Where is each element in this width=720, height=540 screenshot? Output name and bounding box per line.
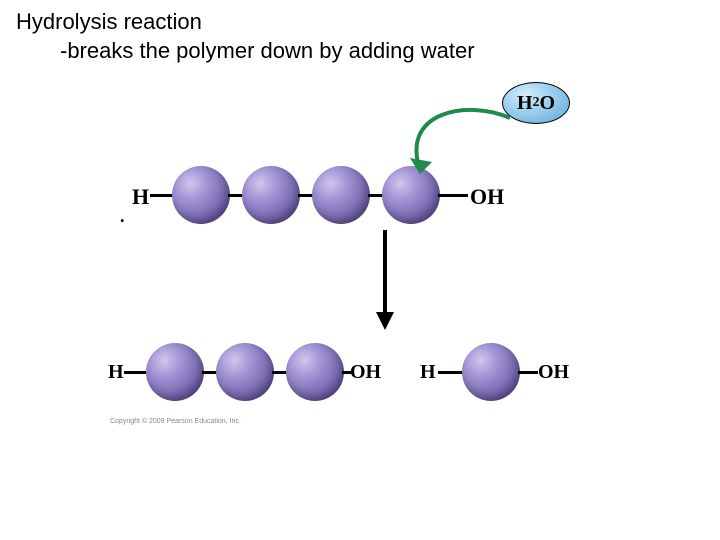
br-oh-label: OH	[538, 361, 569, 384]
top-bond-0	[150, 194, 172, 197]
top-monomer-1	[242, 166, 300, 224]
diagram-canvas: H2O H OH H OH H OH . Copyright © 2009 Pe…	[110, 80, 610, 460]
bl-bond-0	[124, 371, 146, 374]
bl-oh-label: OH	[350, 361, 381, 384]
water-sub: 2	[533, 95, 540, 111]
bl-monomer-2	[286, 343, 344, 401]
top-monomer-2	[312, 166, 370, 224]
copyright-text: Copyright © 2009 Pearson Education, Inc.	[110, 418, 241, 425]
br-monomer-0	[462, 343, 520, 401]
water-o: O	[540, 92, 556, 115]
br-h-label: H	[420, 361, 436, 384]
br-bond-1	[518, 371, 538, 374]
down-arrow-head	[376, 312, 394, 330]
title-line2: -breaks the polymer down by adding water	[16, 37, 475, 66]
bl-monomer-0	[146, 343, 204, 401]
bl-monomer-1	[216, 343, 274, 401]
dot-marker: .	[120, 206, 125, 227]
bl-h-label: H	[108, 361, 124, 384]
water-molecule: H2O	[502, 82, 570, 124]
top-h-label: H	[132, 184, 149, 210]
br-bond-0	[438, 371, 462, 374]
water-h: H	[517, 92, 533, 115]
top-monomer-0	[172, 166, 230, 224]
title-block: Hydrolysis reaction -breaks the polymer …	[16, 8, 475, 65]
curve-arrow-path	[416, 110, 510, 170]
top-bond-4	[438, 194, 468, 197]
arrow-overlay	[110, 80, 610, 460]
top-monomer-3	[382, 166, 440, 224]
top-oh-label: OH	[470, 184, 504, 210]
title-line1: Hydrolysis reaction	[16, 8, 475, 37]
